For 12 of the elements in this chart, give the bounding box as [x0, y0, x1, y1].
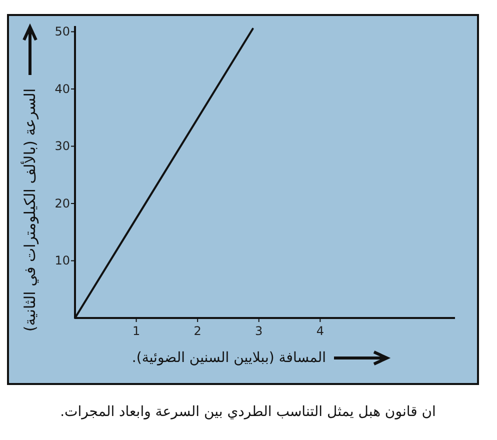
- x-axis-title: المسافة (ببلايين السنين الضوئية).: [132, 350, 326, 366]
- y-tick-label: 10: [54, 254, 70, 268]
- y-tick-label: 40: [54, 82, 70, 96]
- y-tick-label: 30: [54, 139, 70, 154]
- y-axis-title: السرعة (بالألف الكيلومترات في الثانية): [20, 88, 39, 332]
- x-tick-label: 2: [194, 324, 202, 338]
- text: ان قانون هبل يمثل التناسب الطردي بين السرعة وابعاد المجرات.: [60, 404, 436, 420]
- y-tick-label: 20: [54, 196, 70, 210]
- x-tick-label: 4: [316, 324, 324, 338]
- y-tick-label: 50: [54, 24, 70, 39]
- x-tick-label: 1: [132, 324, 140, 338]
- x-tick-label: 3: [255, 324, 263, 338]
